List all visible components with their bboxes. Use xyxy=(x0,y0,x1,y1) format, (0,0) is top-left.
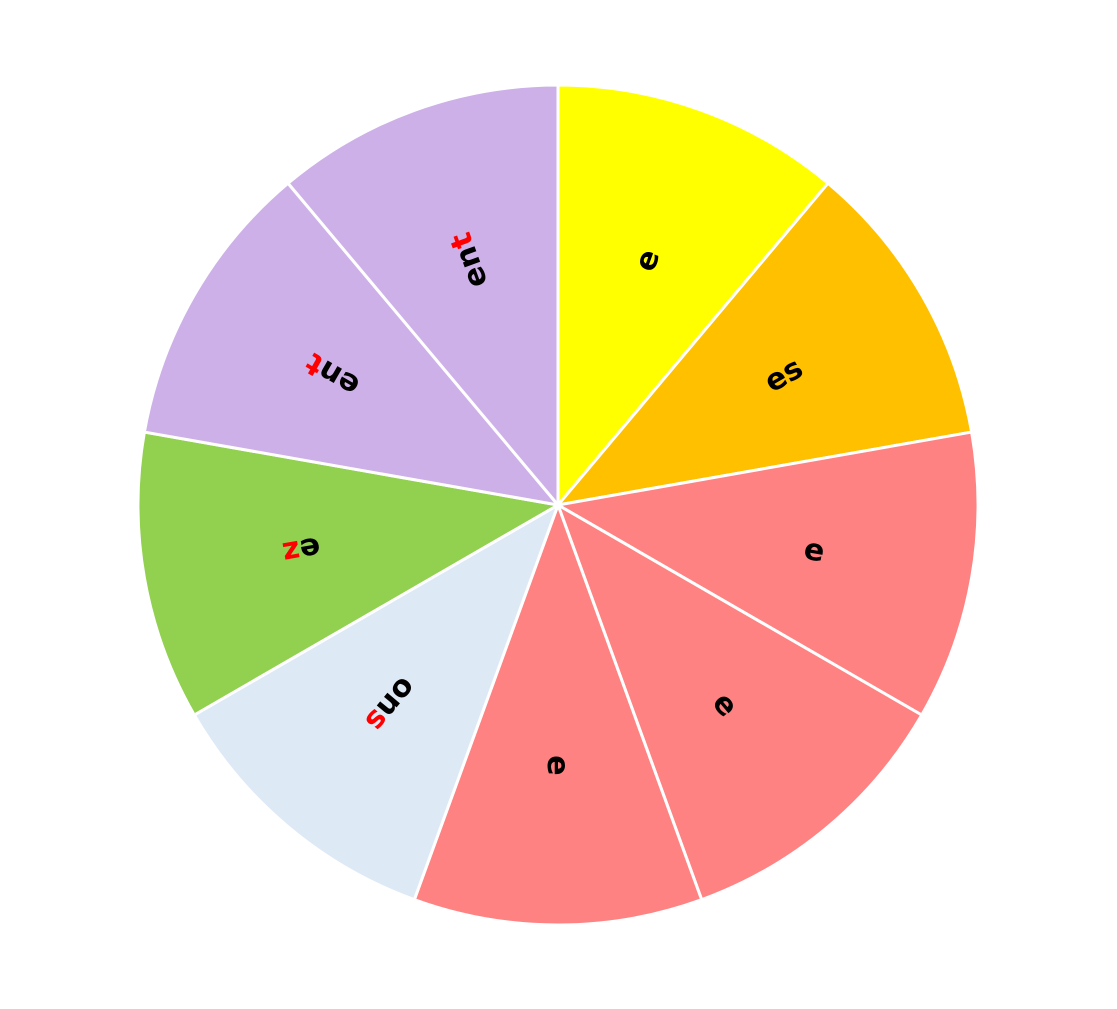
label-stem: e xyxy=(541,755,576,775)
wheel-slice-6 xyxy=(192,501,561,902)
wheel-label-7: ez xyxy=(280,530,323,571)
wheel-slice-4 xyxy=(555,501,924,902)
wheel-slice-3 xyxy=(553,430,980,718)
label-ending: z xyxy=(280,533,303,571)
wheel-slice-8 xyxy=(142,181,562,508)
wheel-slice-5 xyxy=(412,500,704,927)
wheel-slice-9 xyxy=(285,83,560,510)
wheel-label-5: e xyxy=(541,755,576,775)
wheel-slice-1 xyxy=(556,83,831,510)
wheel-slice-2 xyxy=(554,181,974,508)
wheel-slices xyxy=(136,83,980,927)
wheel-slice-7 xyxy=(136,430,563,718)
